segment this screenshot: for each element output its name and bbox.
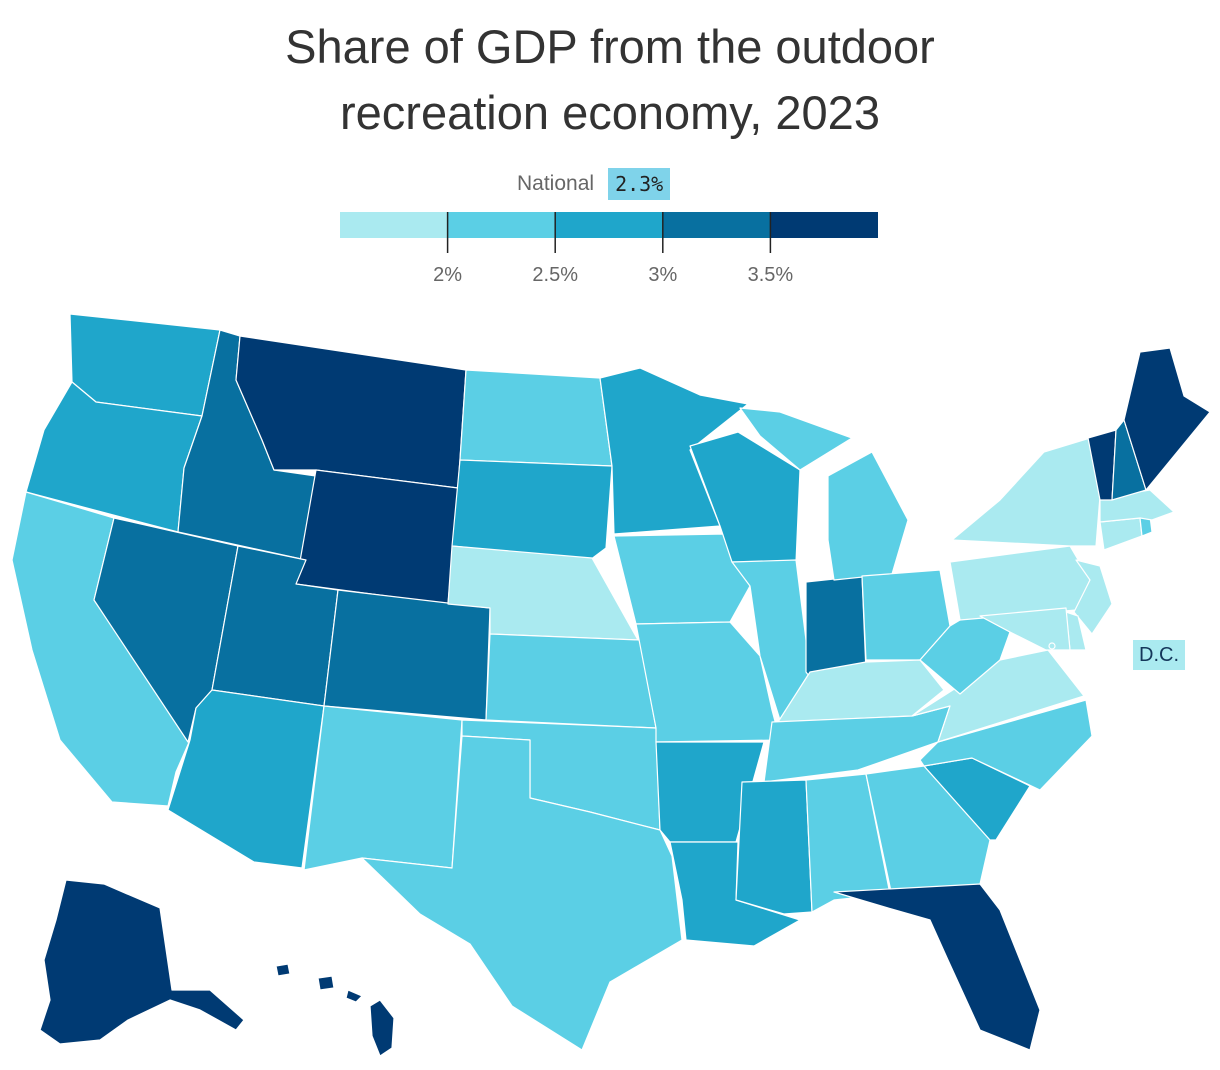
state-connecticut[interactable] bbox=[1099, 517, 1143, 551]
state-wyoming[interactable] bbox=[295, 469, 459, 605]
legend-tick-label: 2% bbox=[433, 264, 462, 286]
legend-bin bbox=[340, 212, 448, 238]
state-south-dakota[interactable] bbox=[451, 459, 613, 561]
state-new-jersey[interactable] bbox=[1073, 559, 1113, 635]
state-hawaii[interactable] bbox=[275, 963, 395, 1057]
legend-tick-label: 3% bbox=[648, 264, 677, 286]
state-iowa[interactable] bbox=[613, 533, 751, 625]
state-alaska[interactable] bbox=[39, 879, 245, 1045]
state-maryland[interactable] bbox=[979, 607, 1071, 651]
state-texas[interactable] bbox=[361, 735, 683, 1051]
state-new-mexico[interactable] bbox=[303, 705, 463, 871]
state-georgia[interactable] bbox=[865, 765, 991, 897]
state-pennsylvania[interactable] bbox=[949, 545, 1091, 621]
legend-tick-label: 3.5% bbox=[748, 264, 794, 286]
state-colorado[interactable] bbox=[323, 589, 491, 721]
state-minnesota[interactable] bbox=[599, 367, 749, 535]
state-michigan-upper[interactable] bbox=[739, 407, 853, 471]
color-legend: 2% 2.5% 3% 3.5% bbox=[340, 212, 878, 286]
legend-bin bbox=[662, 212, 771, 238]
state-mississippi[interactable] bbox=[735, 779, 813, 915]
national-value-badge: 2.3% bbox=[608, 168, 671, 200]
district-of-columbia[interactable] bbox=[1048, 642, 1056, 650]
state-new-york[interactable] bbox=[951, 437, 1101, 547]
state-maine[interactable] bbox=[1123, 347, 1211, 491]
legend-bin bbox=[447, 212, 556, 238]
dc-label: D.C. bbox=[1133, 640, 1185, 670]
legend-tick-label: 2.5% bbox=[532, 264, 578, 286]
state-louisiana[interactable] bbox=[669, 841, 801, 947]
national-label: National bbox=[517, 172, 595, 195]
state-north-dakota[interactable] bbox=[459, 369, 613, 467]
state-north-carolina[interactable] bbox=[919, 699, 1093, 791]
title-line-1: Share of GDP from the outdoor bbox=[285, 20, 935, 73]
state-florida[interactable] bbox=[833, 883, 1041, 1051]
legend-bin bbox=[770, 212, 878, 238]
title-line-2: recreation economy, 2023 bbox=[340, 86, 880, 139]
state-kansas[interactable] bbox=[485, 633, 657, 729]
chart-title: Share of GDP from the outdoor recreation… bbox=[0, 14, 1220, 146]
state-michigan[interactable] bbox=[827, 451, 909, 581]
legend-bin bbox=[555, 212, 663, 238]
national-average: National 2.3% bbox=[517, 168, 671, 200]
